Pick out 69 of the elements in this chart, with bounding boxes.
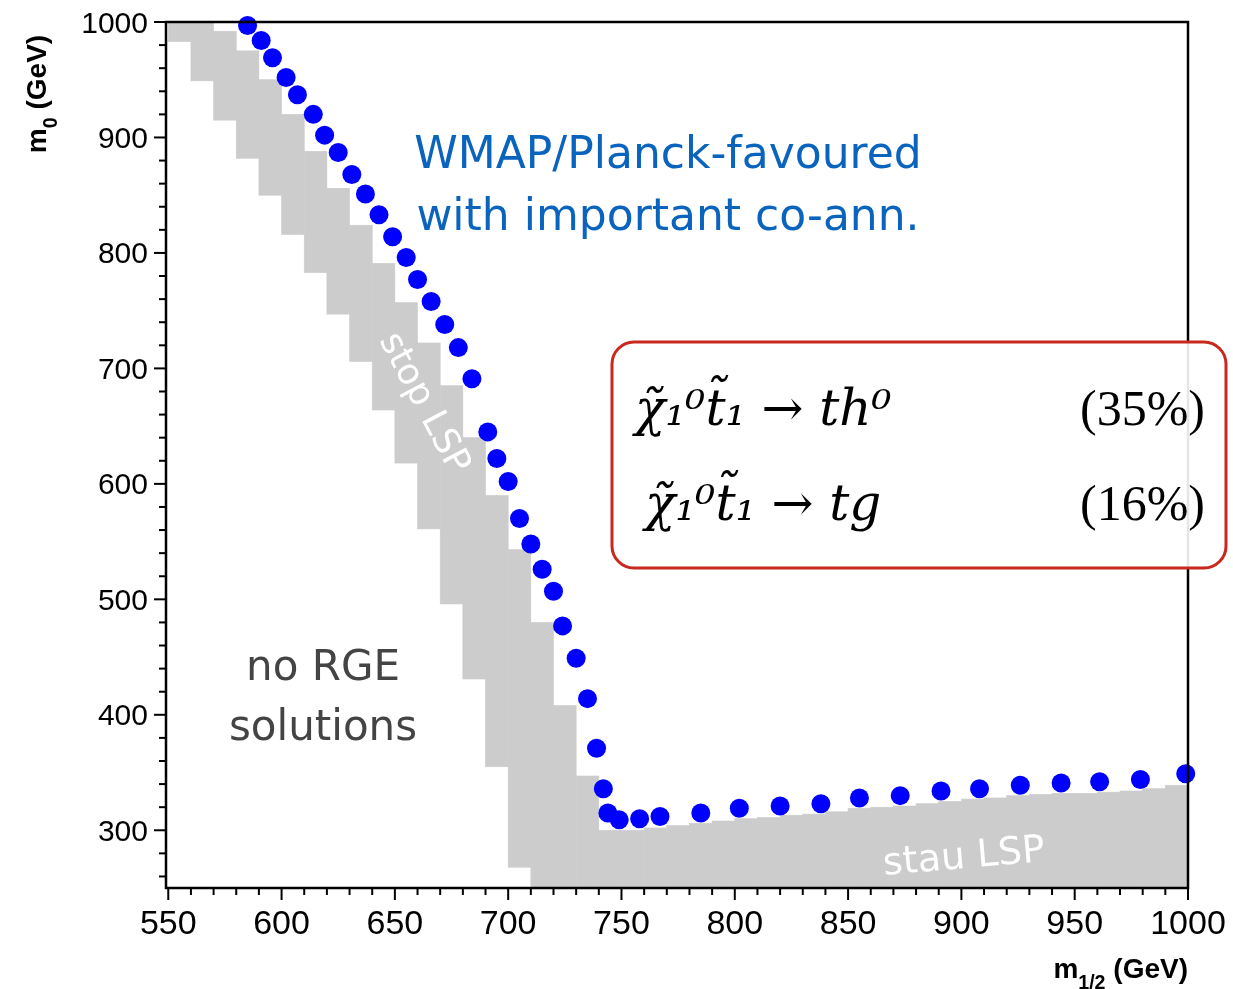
point [630, 809, 650, 829]
point [498, 472, 518, 492]
point [691, 803, 711, 823]
point [287, 85, 307, 105]
point [383, 227, 403, 247]
point [263, 48, 283, 68]
x-tick-label: 800 [706, 903, 764, 941]
point [577, 689, 597, 709]
point [487, 448, 507, 468]
point [342, 164, 362, 184]
annotation: (35%) [1080, 380, 1205, 436]
point [890, 786, 910, 806]
point [510, 509, 530, 528]
point [408, 270, 428, 289]
point [729, 798, 749, 818]
point [566, 648, 586, 668]
point [1130, 769, 1150, 789]
annotation: no RGE solutions [228, 641, 418, 750]
point [478, 422, 498, 442]
point [303, 104, 323, 124]
point [970, 779, 990, 799]
x-tick-label: 600 [253, 903, 310, 941]
x-tick-label: 900 [933, 903, 990, 941]
point [369, 205, 389, 225]
point [448, 338, 468, 358]
point [587, 738, 607, 758]
x-tick-label: 1000 [1150, 903, 1226, 941]
y-tick-label: 600 [97, 467, 148, 501]
point [650, 806, 670, 826]
y-tick-label: 800 [97, 236, 148, 270]
point [609, 810, 629, 830]
point [521, 534, 541, 554]
y-tick-label: 300 [97, 813, 148, 847]
point [593, 779, 613, 799]
x-tick-label: 750 [593, 903, 650, 941]
y-tick-label: 900 [97, 120, 148, 154]
annotation: WMAP/Planck-favoured with important co-ann. [414, 127, 922, 240]
point [1051, 773, 1071, 793]
point [544, 581, 563, 601]
x-tick-label: 950 [1046, 903, 1104, 941]
point [1090, 772, 1110, 792]
x-tick-label: 650 [366, 903, 424, 941]
point [276, 67, 296, 87]
point [355, 184, 375, 204]
y-tick-label: 500 [97, 582, 148, 616]
point [315, 125, 335, 145]
x-tick-label: 700 [479, 903, 537, 941]
point [396, 248, 416, 268]
point [931, 781, 951, 801]
annotation: χ̃₁⁰t̃₁ → tg [642, 470, 882, 532]
point [435, 315, 455, 334]
annotation: (16%) [1080, 475, 1205, 531]
point [1010, 775, 1030, 795]
point [553, 616, 573, 636]
point [811, 794, 831, 814]
x-tick-label: 550 [139, 903, 197, 941]
point [328, 143, 348, 162]
point [532, 559, 552, 579]
y-tick-label: 1000 [81, 5, 148, 39]
point [770, 796, 790, 816]
y-tick-label: 400 [97, 698, 148, 732]
annotation: χ̃₁⁰t̃₁ → th⁰ [632, 375, 892, 437]
x-axis-title: m$_{1/2}$ (GeV) [1053, 953, 1188, 989]
point [849, 788, 869, 808]
point [421, 291, 441, 311]
point [462, 369, 482, 389]
y-tick-label: 700 [97, 351, 148, 385]
x-tick-label: 850 [819, 903, 877, 941]
point [251, 30, 271, 50]
